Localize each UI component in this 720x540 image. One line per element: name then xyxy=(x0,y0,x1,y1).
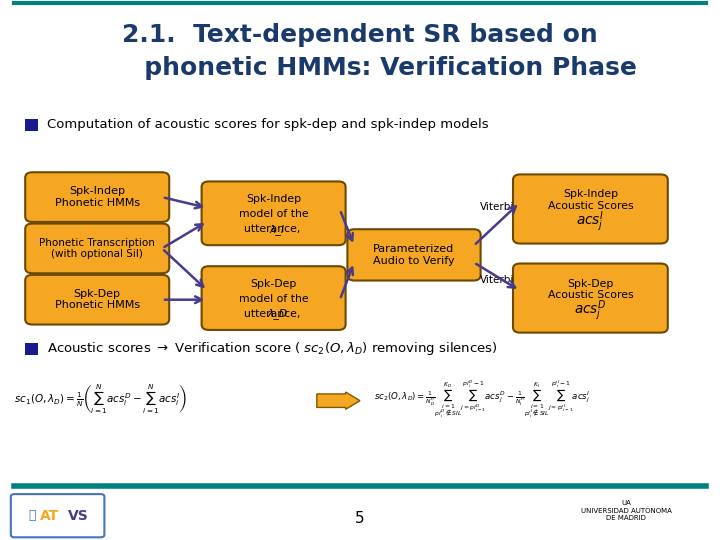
Text: Acoustic scores $\rightarrow$ Verification score ( $sc_2(O,\lambda_D)$ removing : Acoustic scores $\rightarrow$ Verificati… xyxy=(47,340,498,357)
Text: λ_D: λ_D xyxy=(267,308,287,319)
FancyBboxPatch shape xyxy=(513,264,668,333)
Text: $acs_j^D$: $acs_j^D$ xyxy=(574,299,607,323)
FancyArrow shape xyxy=(317,392,360,409)
Text: AT: AT xyxy=(40,509,59,523)
Text: λ_I: λ_I xyxy=(269,224,285,234)
Bar xyxy=(25,119,38,131)
Text: 2.1.  Text-dependent SR based on: 2.1. Text-dependent SR based on xyxy=(122,23,598,47)
FancyBboxPatch shape xyxy=(25,224,169,273)
FancyBboxPatch shape xyxy=(202,266,346,330)
FancyBboxPatch shape xyxy=(25,172,169,222)
Text: ⬛: ⬛ xyxy=(29,509,36,522)
Text: model of the: model of the xyxy=(239,294,308,304)
Text: Computation of acoustic scores for spk-dep and spk-indep models: Computation of acoustic scores for spk-d… xyxy=(47,118,488,131)
Text: $sc_2(O,\lambda_D)=\frac{1}{N_D^n}\sum_{\substack{i=1 \\ pl_i^D\notin SIL}}^{K_D: $sc_2(O,\lambda_D)=\frac{1}{N_D^n}\sum_{… xyxy=(374,379,591,420)
Text: utterance,: utterance, xyxy=(243,309,304,319)
FancyBboxPatch shape xyxy=(25,275,169,325)
Text: phonetic HMMs: Verification Phase: phonetic HMMs: Verification Phase xyxy=(83,56,637,79)
Text: UA
UNIVERSIDAD AUTÓNOMA
DE MADRID: UA UNIVERSIDAD AUTÓNOMA DE MADRID xyxy=(581,500,672,521)
FancyBboxPatch shape xyxy=(202,181,346,245)
Text: Spk-Dep
Phonetic HMMs: Spk-Dep Phonetic HMMs xyxy=(55,289,140,310)
Text: $sc_1(O,\lambda_D)=\frac{1}{N}\left(\sum_{i=1}^{N}acs_i^D - \sum_{i=1}^{N}acs_i^: $sc_1(O,\lambda_D)=\frac{1}{N}\left(\sum… xyxy=(14,383,188,416)
Text: 5: 5 xyxy=(355,511,365,526)
Text: Spk-Dep
Acoustic Scores: Spk-Dep Acoustic Scores xyxy=(548,279,633,300)
Text: utterance,: utterance, xyxy=(243,224,304,234)
FancyBboxPatch shape xyxy=(347,229,481,280)
Text: Viterbi: Viterbi xyxy=(480,201,514,212)
Text: model of the: model of the xyxy=(239,209,308,219)
Text: Spk-Indep: Spk-Indep xyxy=(246,194,301,204)
FancyBboxPatch shape xyxy=(11,494,104,537)
Text: Phonetic Transcription
(with optional Sil): Phonetic Transcription (with optional Si… xyxy=(40,238,155,259)
Bar xyxy=(25,343,38,355)
Text: Parameterized
Audio to Verify: Parameterized Audio to Verify xyxy=(373,244,455,266)
FancyBboxPatch shape xyxy=(513,174,668,244)
Text: $acs_j^I$: $acs_j^I$ xyxy=(576,210,605,234)
Text: Spk-Dep: Spk-Dep xyxy=(251,279,297,289)
Text: Spk-Indep
Acoustic Scores: Spk-Indep Acoustic Scores xyxy=(548,190,633,211)
Text: Viterbi: Viterbi xyxy=(480,275,514,285)
Text: VS: VS xyxy=(68,509,89,523)
Text: Spk-Indep
Phonetic HMMs: Spk-Indep Phonetic HMMs xyxy=(55,186,140,208)
